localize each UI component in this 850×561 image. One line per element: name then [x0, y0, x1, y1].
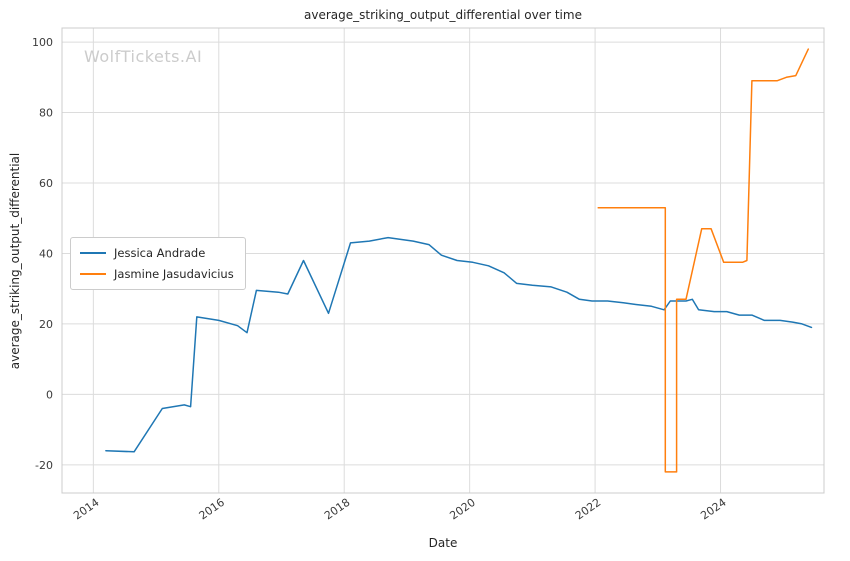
x-tick-label: 2022	[573, 496, 603, 523]
x-axis-label: Date	[428, 536, 458, 550]
series-line-1	[597, 48, 810, 473]
legend-label: Jasmine Jasudavicius	[114, 267, 234, 281]
watermark: WolfTickets.AI	[84, 47, 203, 66]
legend-label: Jessica Andrade	[114, 246, 206, 260]
legend-item: Jasmine Jasudavicius	[80, 267, 234, 281]
x-tick-label: 2020	[447, 496, 477, 523]
series-line-0	[105, 236, 813, 453]
y-tick-label: 100	[32, 36, 53, 49]
y-tick-label: 20	[39, 318, 53, 331]
chart-title: average_striking_output_differential ove…	[304, 8, 582, 22]
x-tick-label: 2024	[698, 496, 728, 523]
y-tick-label: 0	[46, 388, 53, 401]
y-tick-label: 40	[39, 247, 53, 260]
y-tick-label: 60	[39, 177, 53, 190]
x-tick-label: 2014	[71, 496, 101, 523]
legend-swatch	[80, 273, 106, 275]
x-tick-label: 2016	[197, 496, 227, 523]
y-tick-label: 80	[39, 107, 53, 120]
plot-border	[61, 27, 825, 494]
x-tick-label: 2018	[322, 496, 352, 523]
y-tick-label: -20	[35, 459, 53, 472]
legend-item: Jessica Andrade	[80, 246, 234, 260]
legend: Jessica Andrade Jasmine Jasudavicius	[70, 237, 246, 290]
legend-swatch	[80, 252, 106, 254]
